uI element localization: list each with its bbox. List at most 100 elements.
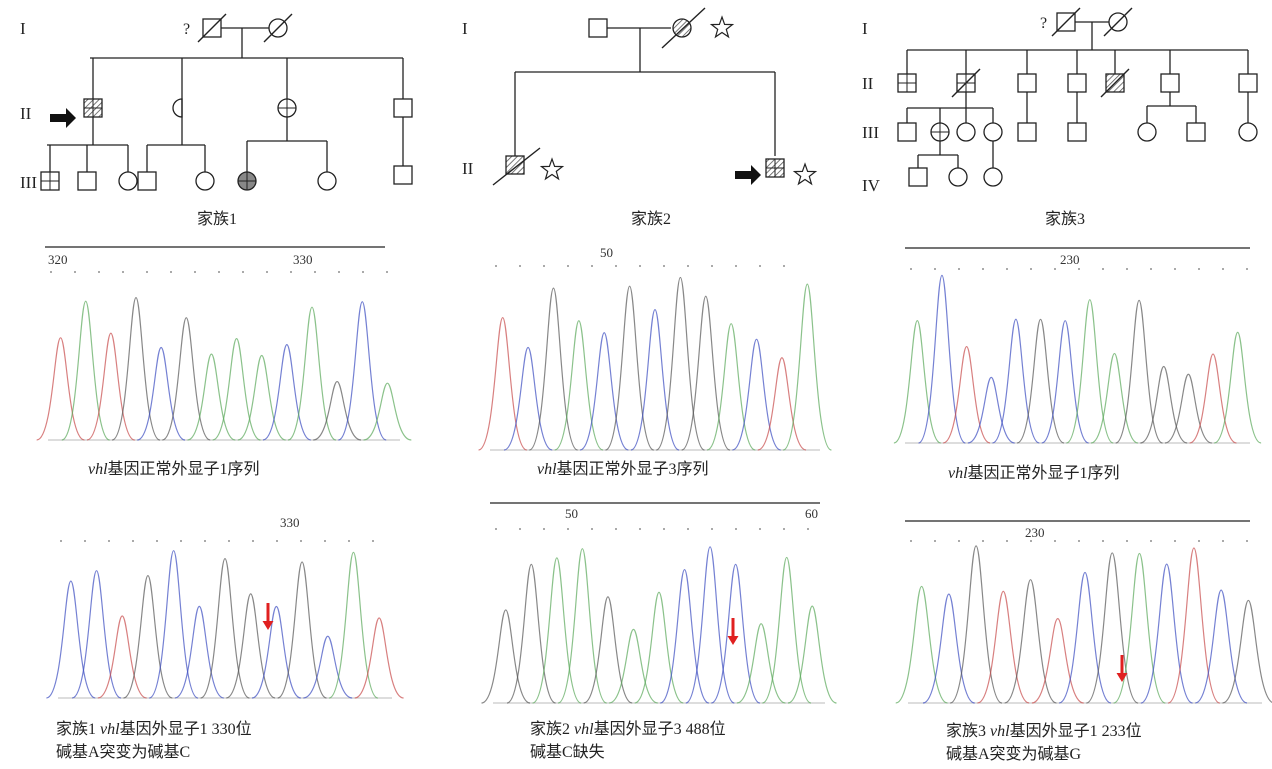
chromatogram-peak (188, 354, 236, 440)
base-dot (252, 540, 254, 542)
base-dot (543, 265, 545, 267)
male-symbol (506, 156, 524, 174)
base-dot (348, 540, 350, 542)
caption-family: 家族2 (530, 720, 570, 738)
chromatogram-peak (112, 298, 160, 440)
chromatogram-peak (72, 571, 121, 698)
male-symbol (589, 19, 607, 37)
chromatogram-peak (950, 546, 1002, 703)
chromatogram-peak (1214, 332, 1261, 443)
star-symbol (542, 159, 563, 179)
base-dot (156, 540, 158, 542)
female-symbol (119, 172, 137, 190)
base-dot (1054, 268, 1056, 270)
chromatogram-peak (783, 284, 831, 450)
proband-arrow (50, 108, 76, 128)
base-dot (1246, 540, 1248, 542)
female-symbol (1239, 123, 1257, 141)
base-dot (807, 528, 809, 530)
chromatogram-peak (1116, 300, 1163, 443)
position-number: 330 (293, 252, 313, 267)
base-dot (639, 265, 641, 267)
male-symbol (1239, 74, 1257, 92)
caption-line2: 碱基A突变为碱基C (56, 743, 190, 761)
base-dot (1006, 540, 1008, 542)
female-symbol (196, 172, 214, 190)
base-dot (242, 271, 244, 273)
male-symbol (909, 168, 927, 186)
base-dot (50, 271, 52, 273)
caption-text: 基因外显子1 233位 (1010, 722, 1142, 740)
generation-label: IV (862, 176, 881, 195)
caption-gene: vhl (100, 721, 120, 738)
base-dot (495, 528, 497, 530)
base-dot (228, 540, 230, 542)
chromatogram-peak (124, 576, 173, 698)
base-dot (934, 540, 936, 542)
caption-gene: vhl (990, 723, 1010, 740)
generation-label: I (862, 19, 868, 38)
caption: 家族1 vhl基因外显子1 330位 (56, 720, 252, 738)
base-dot (1078, 268, 1080, 270)
chromatogram-peak (98, 616, 147, 698)
base-dot (290, 271, 292, 273)
chromatogram-peak (919, 275, 966, 443)
caption-family: 家族3 (946, 722, 986, 740)
base-dot (567, 265, 569, 267)
family-label: 家族1 (197, 210, 237, 228)
base-dot (783, 265, 785, 267)
chromatogram-peak (288, 307, 336, 440)
generation-label: III (862, 123, 879, 142)
chromatogram-peak (87, 333, 135, 440)
base-dot (1222, 540, 1224, 542)
mutation-arrow (728, 618, 739, 645)
male-symbol (394, 99, 412, 117)
caption-text: 基因正常外显子1序列 (108, 460, 260, 478)
chromatogram-peak (504, 347, 552, 450)
caption-family: 家族1 (56, 720, 96, 738)
chromatogram-peak (482, 610, 531, 703)
position-number: 230 (1060, 252, 1080, 267)
base-dot (170, 271, 172, 273)
base-dot (663, 265, 665, 267)
chromatogram-peak (788, 606, 837, 703)
chromatogram-peak (162, 318, 210, 440)
base-dot (759, 528, 761, 530)
base-dot (98, 271, 100, 273)
base-dot (300, 540, 302, 542)
position-number: 320 (48, 252, 68, 267)
male-symbol (1068, 74, 1086, 92)
base-dot (1150, 268, 1152, 270)
caption: 家族2 vhl基因外显子3 488位 (530, 720, 726, 738)
chromatogram-peak (1190, 354, 1237, 443)
base-dot (519, 528, 521, 530)
chromatogram-peak (1005, 580, 1057, 703)
base-dot (218, 271, 220, 273)
generation-label: III (20, 173, 37, 192)
proband-arrow (735, 165, 761, 185)
chromatogram-peak (1066, 300, 1113, 443)
female-symbol (957, 123, 975, 141)
chromatogram-peak (338, 302, 386, 440)
base-dot (108, 540, 110, 542)
position-number: 330 (280, 515, 300, 530)
base-dot (910, 268, 912, 270)
base-dot (711, 265, 713, 267)
caption: 家族3 vhl基因外显子1 233位 (946, 722, 1142, 740)
chromatogram-peak (894, 321, 941, 443)
base-dot (180, 540, 182, 542)
base-dot (362, 271, 364, 273)
base-dot (615, 265, 617, 267)
base-dot (591, 528, 593, 530)
base-dot (1078, 540, 1080, 542)
chromatogram-peak (329, 552, 378, 698)
base-dot (639, 528, 641, 530)
base-dot (132, 540, 134, 542)
base-dot (1126, 268, 1128, 270)
page: {"families": [ {"label": "家族1", "generat… (0, 0, 1272, 764)
male-symbol (898, 123, 916, 141)
position-number: 50 (600, 245, 613, 260)
base-dot (495, 265, 497, 267)
female-symbol (318, 172, 336, 190)
chromatogram-peak (707, 324, 755, 450)
